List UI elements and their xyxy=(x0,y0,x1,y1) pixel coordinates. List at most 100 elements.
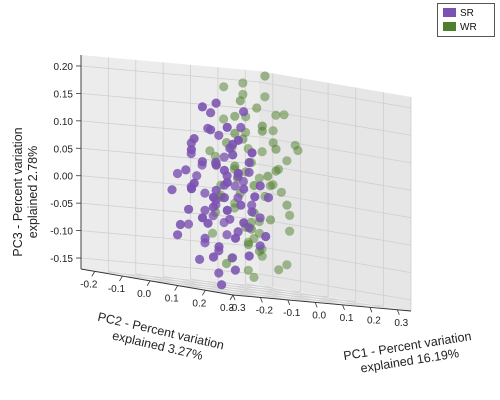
x-axis-line xyxy=(232,294,412,312)
data-point-sr xyxy=(230,181,240,191)
z-tick-label: -0.05 xyxy=(50,199,73,210)
y-axis-label: PC2 - Percent variationexplained 3.27% xyxy=(93,310,225,367)
data-point-wr xyxy=(276,187,286,197)
x-tick-label: 0.0 xyxy=(312,310,326,321)
data-point-wr xyxy=(205,146,215,156)
data-point-wr xyxy=(230,111,240,121)
axis-lines xyxy=(80,55,412,312)
data-point-sr xyxy=(222,205,232,215)
z-gridline xyxy=(80,147,260,165)
x-tick-label: 0.2 xyxy=(367,315,381,326)
y-tick-mark xyxy=(146,280,151,287)
data-point-wr xyxy=(243,240,254,250)
data-point-wr xyxy=(265,181,275,191)
data-point-wr xyxy=(285,210,295,220)
data-point-sr xyxy=(183,219,194,229)
data-point-wr xyxy=(230,128,240,138)
z-gridline xyxy=(80,93,260,110)
data-point-sr xyxy=(211,185,221,195)
data-point-wr xyxy=(235,96,245,106)
data-point-wr xyxy=(260,71,270,81)
data-point-wr xyxy=(260,92,270,102)
data-point-sr xyxy=(247,148,257,158)
z-gridline xyxy=(80,65,260,83)
chart-legend: SR WR xyxy=(437,3,495,37)
data-point-wr xyxy=(282,156,292,166)
y-tick-mark xyxy=(91,271,96,277)
z-gridline xyxy=(80,257,260,275)
data-point-sr xyxy=(211,98,221,108)
x-tick-mark xyxy=(314,302,318,308)
data-point-sr xyxy=(247,200,257,210)
legend-label-sr: SR xyxy=(460,8,474,19)
data-point-sr xyxy=(263,193,273,203)
data-point-sr xyxy=(233,193,243,203)
data-point-sr xyxy=(192,171,202,181)
data-point-sr xyxy=(236,122,246,133)
x-tick-label: -0.1 xyxy=(283,308,301,319)
data-point-sr xyxy=(208,252,219,262)
legend-item-sr: SR xyxy=(443,7,474,20)
z-gridline xyxy=(258,136,412,164)
y-tick-label: 0.2 xyxy=(192,298,206,309)
data-point-sr xyxy=(181,165,191,175)
z-gridline xyxy=(258,191,412,219)
side-pane xyxy=(259,71,411,311)
data-point-wr xyxy=(257,147,267,157)
data-point-sr xyxy=(208,202,218,212)
z-gridline xyxy=(258,163,412,191)
data-point-sr xyxy=(239,107,249,117)
y-gridline xyxy=(94,270,273,288)
z-gridline xyxy=(80,175,260,193)
data-point-sr xyxy=(219,152,229,162)
y-tick-label: 0.1 xyxy=(165,294,179,305)
data-point-sr xyxy=(219,193,229,203)
data-point-sr xyxy=(200,233,210,243)
data-point-sr xyxy=(195,254,205,264)
legend-label-wr: WR xyxy=(460,22,477,33)
x-tick-mark xyxy=(396,309,400,315)
data-point-sr xyxy=(255,181,265,191)
y-tick-label: -0.1 xyxy=(108,284,126,295)
x-tick-mark xyxy=(287,299,291,306)
x-tick-label: -0.2 xyxy=(256,305,274,316)
data-point-sr xyxy=(214,242,224,252)
data-point-sr xyxy=(167,185,177,195)
data-point-sr xyxy=(206,125,216,135)
data-point-sr xyxy=(214,268,224,278)
data-point-sr xyxy=(208,192,219,202)
z-tick-label: 0.15 xyxy=(54,89,74,100)
data-point-sr xyxy=(244,167,254,177)
data-point-sr xyxy=(230,233,241,243)
x-axis-label: PC1 - Percent variationexplained 16.19% xyxy=(342,329,474,378)
data-point-wr xyxy=(219,82,229,92)
data-point-wr xyxy=(221,258,232,269)
data-point-sr xyxy=(217,280,227,290)
data-point-wr xyxy=(282,200,292,210)
y-tick-mark xyxy=(174,285,179,291)
data-points xyxy=(167,71,303,290)
data-point-sr xyxy=(222,230,232,240)
y-tick-label: 0.3 xyxy=(220,303,234,314)
y-tick-mark xyxy=(202,290,206,296)
data-point-sr xyxy=(255,213,265,223)
data-point-sr xyxy=(186,145,196,155)
data-point-sr xyxy=(175,219,185,230)
data-point-sr xyxy=(239,184,249,194)
data-point-wr xyxy=(271,166,281,176)
x-tick-mark xyxy=(232,294,236,301)
data-point-sr xyxy=(222,177,232,188)
data-point-sr xyxy=(184,204,194,214)
axis-ticks: -0.3 -0.2 -0.1 0.0 0.1 0.2 0.3 -0.2 -0.1 0.0 0.1 0.… xyxy=(50,62,408,329)
x-tick-label: 0.3 xyxy=(394,318,408,329)
data-point-wr xyxy=(268,126,278,136)
data-point-sr xyxy=(228,150,238,160)
data-point-sr xyxy=(227,253,238,263)
z-gridline xyxy=(258,218,412,246)
data-point-sr xyxy=(244,251,254,261)
data-point-wr xyxy=(271,144,281,154)
data-point-wr xyxy=(257,121,267,131)
data-point-sr xyxy=(186,184,197,194)
data-point-sr xyxy=(208,211,218,221)
z-gridline xyxy=(80,230,260,247)
